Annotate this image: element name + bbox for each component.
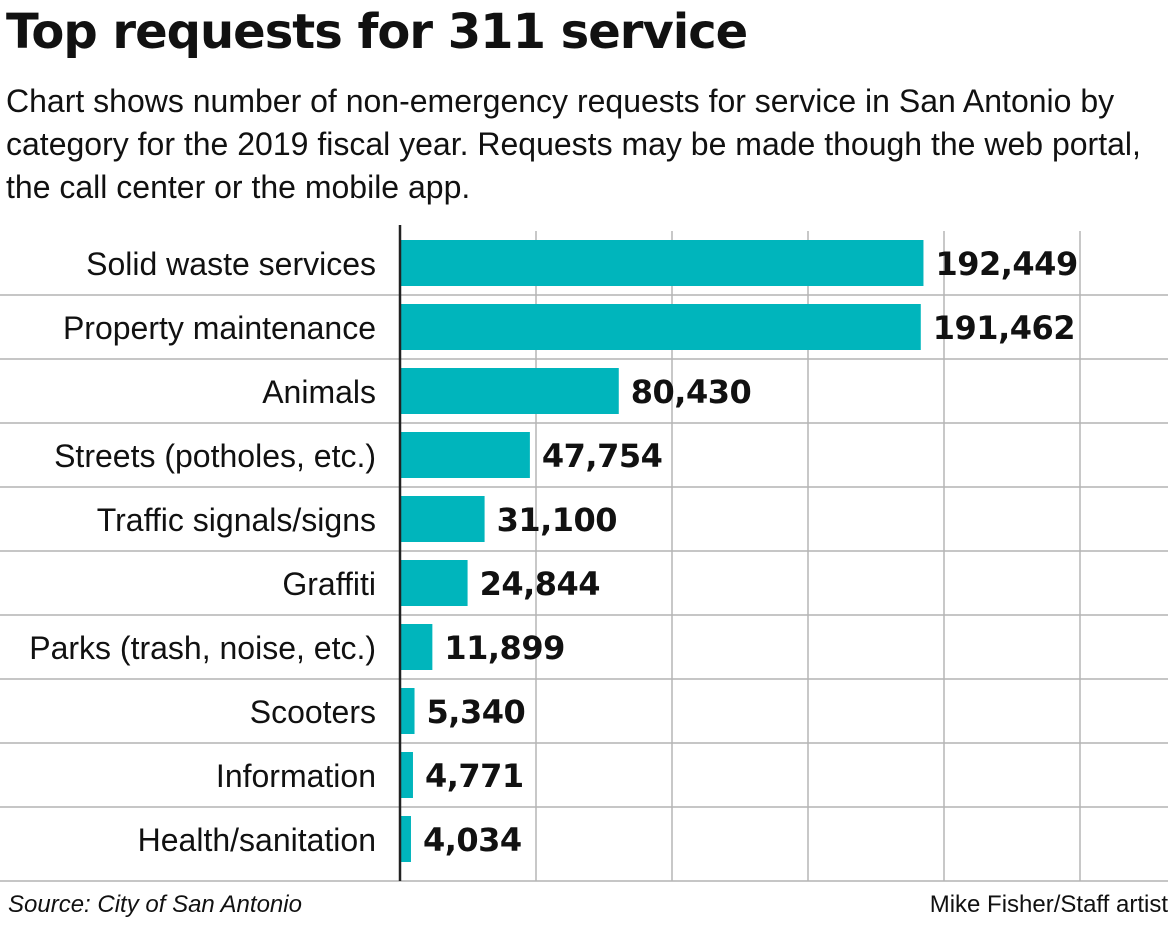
bar-6 xyxy=(400,624,433,670)
category-label-0: Solid waste services xyxy=(86,246,376,282)
bar-2 xyxy=(400,368,619,414)
category-label-8: Information xyxy=(216,758,376,794)
category-label-1: Property maintenance xyxy=(63,310,376,346)
bar-9 xyxy=(400,816,411,862)
bar-8 xyxy=(400,752,413,798)
bars xyxy=(400,240,924,862)
value-label-0: 192,449 xyxy=(935,245,1077,283)
bar-0 xyxy=(400,240,924,286)
value-labels: 192,449 191,462 80,430 47,754 31,100 24,844 11… xyxy=(423,245,1078,859)
source-note: Source: City of San Antonio xyxy=(8,891,302,918)
bar-1 xyxy=(400,304,921,350)
value-label-9: 4,034 xyxy=(423,821,522,859)
category-label-5: Graffiti xyxy=(282,566,376,602)
category-label-2: Animals xyxy=(262,374,376,410)
value-label-1: 191,462 xyxy=(933,309,1075,347)
value-label-2: 80,430 xyxy=(631,373,751,411)
value-label-8: 4,771 xyxy=(425,757,524,795)
bar-4 xyxy=(400,496,485,542)
bar-5 xyxy=(400,560,468,606)
category-labels: Solid waste services Property maintenance… xyxy=(29,246,376,858)
value-label-5: 24,844 xyxy=(480,565,600,603)
value-label-3: 47,754 xyxy=(542,437,662,475)
category-label-6: Parks (trash, noise, etc.) xyxy=(29,630,376,666)
value-label-6: 11,899 xyxy=(444,629,564,667)
value-label-4: 31,100 xyxy=(497,501,617,539)
bar-7 xyxy=(400,688,415,734)
category-label-4: Traffic signals/signs xyxy=(97,502,376,538)
bar-3 xyxy=(400,432,530,478)
credit-note: Mike Fisher/Staff artist xyxy=(929,891,1168,918)
value-label-7: 5,340 xyxy=(427,693,526,731)
row-dividers xyxy=(0,294,1168,882)
chart-subtitle: Chart shows number of non-emergency requ… xyxy=(6,83,1141,205)
category-label-3: Streets (potholes, etc.) xyxy=(54,438,376,474)
chart-title: Top requests for 311 service xyxy=(6,4,748,60)
category-label-7: Scooters xyxy=(250,694,376,730)
category-label-9: Health/sanitation xyxy=(138,822,376,858)
